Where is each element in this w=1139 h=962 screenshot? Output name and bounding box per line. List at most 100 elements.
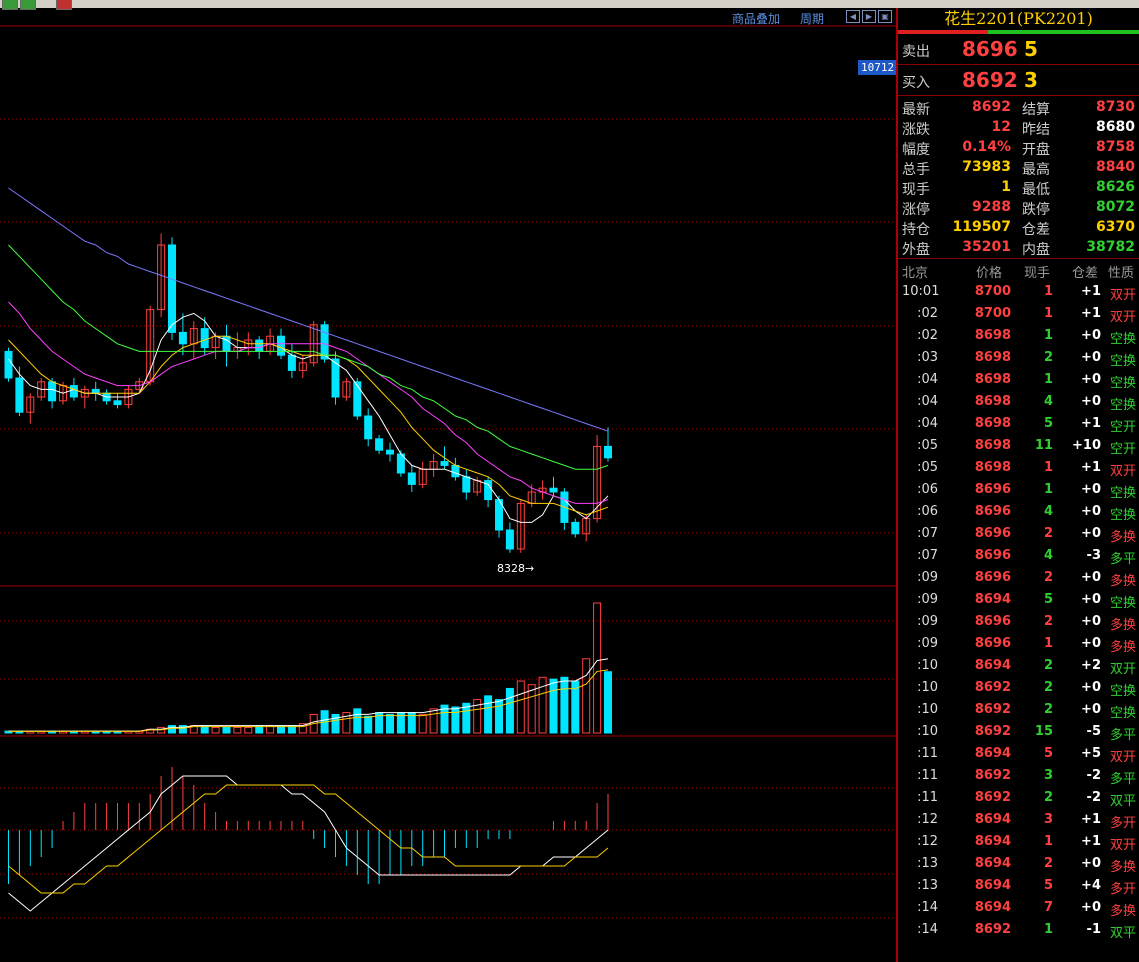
- tick-row[interactable]: :09 8696 2 +0 多换: [898, 611, 1139, 633]
- overlay-button[interactable]: 商品叠加: [732, 12, 781, 26]
- tick-price: 8692: [974, 702, 1011, 717]
- tick-time: :02: [917, 306, 938, 321]
- tick-row[interactable]: :10 8694 2 +2 双开: [898, 655, 1139, 677]
- tick-price: 8692: [974, 768, 1011, 783]
- tick-volume: 11: [1034, 438, 1053, 453]
- stat-value: 38782: [1086, 239, 1135, 255]
- tick-nature: 双平: [1109, 926, 1136, 941]
- arrow-right-icon[interactable]: ▶: [862, 10, 876, 23]
- tick-row[interactable]: :13 8694 5 +4 多开: [898, 875, 1139, 897]
- tick-nature: 双开: [1109, 750, 1136, 765]
- app-icon: [2, 0, 18, 10]
- tick-row[interactable]: :05 8698 1 +1 双开: [898, 457, 1139, 479]
- tick-row[interactable]: :06 8696 1 +0 空换: [898, 479, 1139, 501]
- volume-bar: [560, 676, 569, 734]
- tick-nature: 多开: [1109, 816, 1136, 831]
- volume-bar: [505, 687, 514, 734]
- tick-row[interactable]: :12 8694 1 +1 双开: [898, 831, 1139, 853]
- tick-price: 8696: [974, 482, 1011, 497]
- tick-row[interactable]: :09 8694 5 +0 空换: [898, 589, 1139, 611]
- tick-row[interactable]: :07 8696 2 +0 多换: [898, 523, 1139, 545]
- tick-row[interactable]: :04 8698 4 +0 空换: [898, 391, 1139, 413]
- tick-row[interactable]: :10 8692 2 +0 空换: [898, 699, 1139, 721]
- tick-volume: 2: [1043, 790, 1053, 805]
- bid-row: 买入 8692 3: [898, 65, 1139, 96]
- tick-time: :09: [917, 636, 938, 651]
- period-button[interactable]: 周期: [800, 12, 825, 26]
- tick-time: :12: [917, 834, 938, 849]
- tick-oi-change: +1: [1081, 284, 1101, 299]
- tick-row[interactable]: :09 8696 2 +0 多换: [898, 567, 1139, 589]
- tick-volume: 2: [1043, 680, 1053, 695]
- tick-volume: 4: [1043, 548, 1053, 563]
- tick-nature: 多平: [1109, 728, 1136, 743]
- bid-label: 买入: [902, 75, 930, 91]
- tick-nature: 双平: [1109, 794, 1136, 809]
- tick-oi-change: +1: [1081, 416, 1101, 431]
- tick-row[interactable]: :02 8698 1 +0 空换: [898, 325, 1139, 347]
- tick-oi-change: +0: [1081, 372, 1101, 387]
- app-icon: [20, 0, 36, 10]
- candle-body: [69, 385, 78, 398]
- stat-value: 6370: [1096, 219, 1135, 235]
- tick-time: :02: [917, 328, 938, 343]
- tick-price: 8698: [974, 372, 1011, 387]
- tick-row[interactable]: :06 8696 4 +0 空换: [898, 501, 1139, 523]
- candle-body: [571, 521, 580, 535]
- stat-value: 8730: [1096, 99, 1135, 115]
- tick-row[interactable]: :11 8692 3 -2 多平: [898, 765, 1139, 787]
- tick-nature: 多换: [1109, 640, 1136, 655]
- stat-value: 9288: [972, 199, 1011, 215]
- tick-oi-change: +2: [1081, 658, 1101, 673]
- tick-nature: 空换: [1109, 684, 1136, 699]
- candle-body: [386, 449, 394, 455]
- tick-row[interactable]: :12 8694 3 +1 多开: [898, 809, 1139, 831]
- tick-row[interactable]: :11 8692 2 -2 双平: [898, 787, 1139, 809]
- kline-chart-area[interactable]: 商品叠加 周期 ◀ ▶ ▣ 10712 8328→: [0, 8, 898, 962]
- tick-time: :05: [917, 438, 938, 453]
- tick-oi-change: -2: [1086, 790, 1101, 805]
- tick-price: 8692: [974, 790, 1011, 805]
- tick-row[interactable]: :14 8694 7 +0 多换: [898, 897, 1139, 919]
- tick-oi-change: +0: [1081, 526, 1101, 541]
- tick-row[interactable]: :05 8698 11 +10 空开: [898, 435, 1139, 457]
- tick-price: 8694: [974, 878, 1011, 893]
- volume-bar: [233, 726, 242, 734]
- stat-row: 持仓 119507 仓差 6370: [898, 218, 1139, 238]
- tick-row[interactable]: :14 8692 1 -1 双平: [898, 919, 1139, 941]
- tick-row[interactable]: 10:01 8700 1 +1 双开: [898, 281, 1139, 303]
- tick-price: 8692: [974, 680, 1011, 695]
- tick-row[interactable]: :04 8698 5 +1 空开: [898, 413, 1139, 435]
- volume-bar: [386, 713, 394, 734]
- tick-price: 8700: [974, 306, 1011, 321]
- tick-row[interactable]: :02 8700 1 +1 双开: [898, 303, 1139, 325]
- tick-nature: 多换: [1109, 904, 1136, 919]
- bid-volume: 3: [1024, 68, 1038, 92]
- tick-row[interactable]: :13 8694 2 +0 多换: [898, 853, 1139, 875]
- tick-row[interactable]: :03 8698 2 +0 空换: [898, 347, 1139, 369]
- tick-list[interactable]: 10:01 8700 1 +1 双开:02 8700 1 +1 双开:02 8698 1 +0 空换:0…: [898, 281, 1139, 941]
- arrow-left-icon[interactable]: ◀: [846, 10, 860, 23]
- tick-row[interactable]: :07 8696 4 -3 多平: [898, 545, 1139, 567]
- tick-volume: 4: [1043, 394, 1053, 409]
- contract-title: 花生2201(PK2201): [944, 9, 1093, 28]
- tick-time: :06: [917, 482, 938, 497]
- tick-row[interactable]: :10 8692 15 -5 多平: [898, 721, 1139, 743]
- kline-chart[interactable]: [0, 8, 896, 962]
- expand-icon[interactable]: ▣: [878, 10, 892, 23]
- stat-label: 涨停: [902, 202, 930, 218]
- tick-volume: 15: [1034, 724, 1053, 739]
- tick-oi-change: +1: [1081, 812, 1101, 827]
- tick-row[interactable]: :09 8696 1 +0 多换: [898, 633, 1139, 655]
- tick-row[interactable]: :04 8698 1 +0 空换: [898, 369, 1139, 391]
- stat-label: 跌停: [1022, 202, 1050, 218]
- quote-stats: 最新 8692 结算 8730 涨跌 12 昨结 8680 幅度 0.14% 开盘 8758 总手 739…: [898, 96, 1139, 259]
- volume-ma-line: [8, 658, 609, 732]
- tick-row[interactable]: :11 8694 5 +5 双开: [898, 743, 1139, 765]
- low-price-marker: 8328→: [497, 562, 535, 575]
- tick-row[interactable]: :10 8692 2 +0 空换: [898, 677, 1139, 699]
- close-icon[interactable]: [56, 0, 72, 10]
- tick-oi-change: +0: [1081, 394, 1101, 409]
- candle-body: [298, 362, 307, 371]
- tick-time: :09: [917, 570, 938, 585]
